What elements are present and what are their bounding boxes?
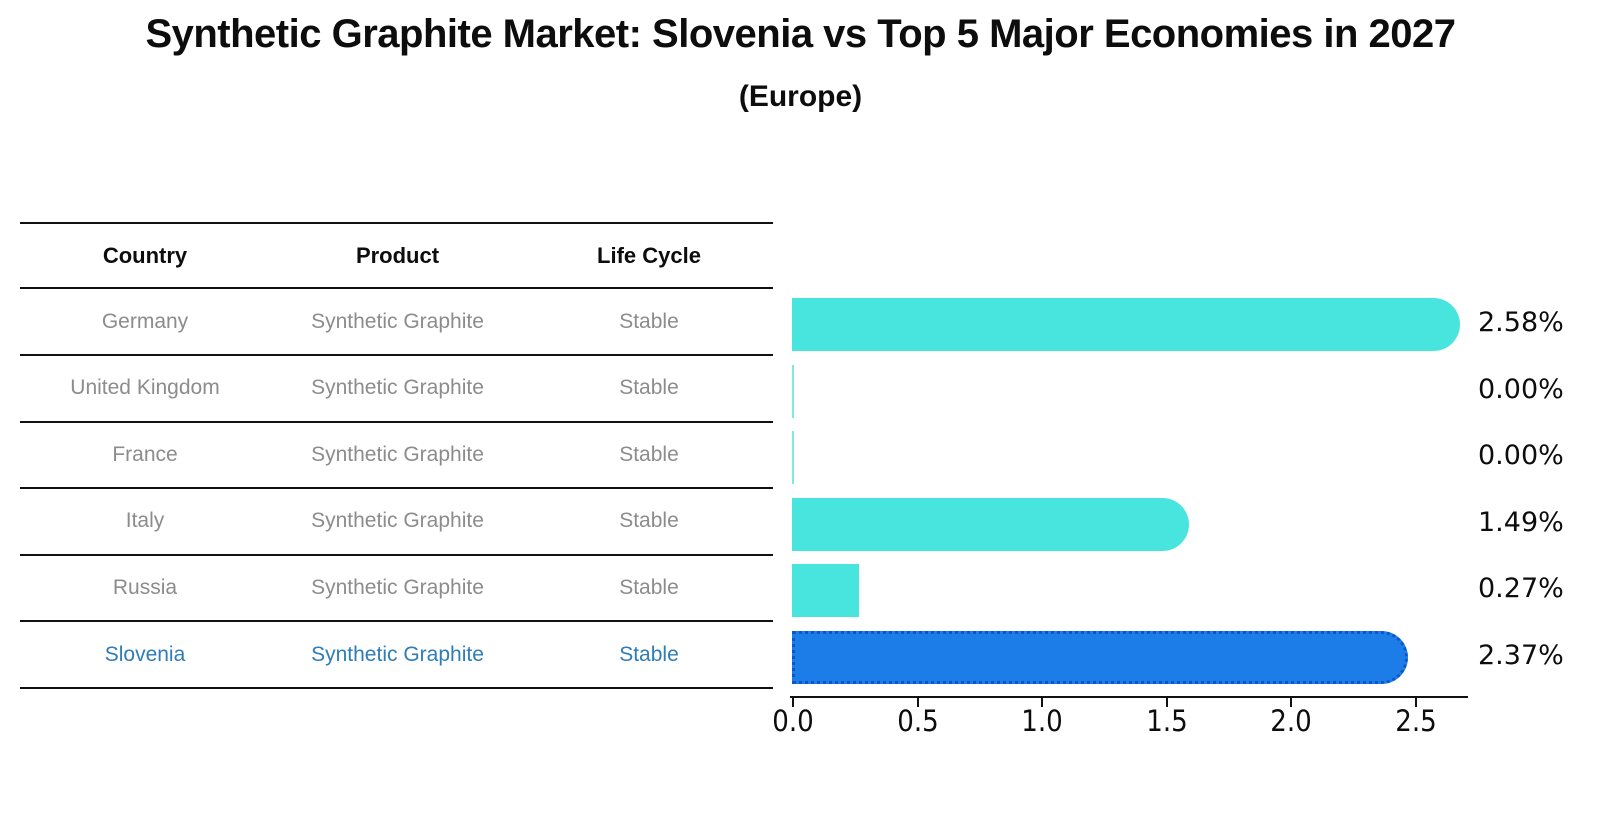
table-header-row: Country Product Life Cycle <box>20 222 773 289</box>
cell-life-cycle: Stable <box>619 575 679 599</box>
x-axis-tick <box>1415 698 1417 707</box>
bar-france <box>792 431 794 485</box>
x-axis-tick-label: 0.5 <box>896 704 939 738</box>
value-label-france: 0.00% <box>1478 440 1564 472</box>
cell-country: France <box>112 442 178 466</box>
table-row-france: France Synthetic Graphite Stable <box>20 422 773 490</box>
x-axis-tick-label: 2.0 <box>1270 704 1313 738</box>
value-label-italy: 1.49% <box>1478 506 1564 538</box>
cell-country: Slovenia <box>104 642 186 666</box>
value-label-germany: 2.58% <box>1478 307 1564 338</box>
x-axis-tick <box>916 698 919 707</box>
cell-country: United Kingdom <box>70 376 220 400</box>
x-axis-line <box>790 696 1468 698</box>
cell-life-cycle: Stable <box>619 442 679 466</box>
value-label-russia: 0.27% <box>1478 573 1564 605</box>
cell-country: Russia <box>112 575 178 599</box>
table-row-slovenia: Slovenia Synthetic Graphite Stable <box>20 622 773 689</box>
x-axis-tick <box>1165 698 1168 707</box>
cell-product: Synthetic Graphite <box>311 442 484 466</box>
chart-subtitle: (Europe) <box>738 80 863 113</box>
value-label-slovenia: 2.37% <box>1478 640 1564 671</box>
table-row-germany: Germany Synthetic Graphite Stable <box>20 289 773 356</box>
bar-united-kingdom <box>792 364 794 418</box>
cell-country: Italy <box>125 509 165 533</box>
cell-product: Synthetic Graphite <box>311 309 484 333</box>
x-axis-tick-label: 1.5 <box>1146 704 1188 738</box>
x-axis-tick <box>1290 698 1293 707</box>
value-label-united-kingdom: 0.00% <box>1478 373 1564 405</box>
cell-product: Synthetic Graphite <box>311 509 484 533</box>
x-axis-tick-label: 0.0 <box>772 704 814 738</box>
cell-country: Germany <box>101 309 189 333</box>
bar-russia <box>792 564 860 618</box>
cell-life-cycle: Stable <box>619 509 679 533</box>
table-header-life-cycle: Life Cycle <box>597 242 701 268</box>
x-axis-tick-label: 1.0 <box>1021 704 1063 738</box>
cell-product: Synthetic Graphite <box>311 642 484 666</box>
cell-life-cycle: Stable <box>619 376 679 400</box>
cell-life-cycle: Stable <box>619 642 679 666</box>
cell-product: Synthetic Graphite <box>311 575 484 599</box>
x-axis-tick <box>1041 698 1044 707</box>
bar-slovenia <box>792 631 1409 684</box>
cell-life-cycle: Stable <box>619 309 679 333</box>
table-row-italy: Italy Synthetic Graphite Stable <box>20 489 773 556</box>
cell-product: Synthetic Graphite <box>311 376 484 400</box>
x-axis-tick-label: 2.5 <box>1395 704 1437 738</box>
table-header-country: Country <box>102 242 188 268</box>
table-row-russia: Russia Synthetic Graphite Stable <box>20 555 773 623</box>
x-axis-tick <box>792 698 794 707</box>
chart-title: Synthetic Graphite Market: Slovenia vs T… <box>145 12 1456 56</box>
bar-italy <box>792 497 1189 551</box>
table-row-united-kingdom: United Kingdom Synthetic Graphite Stable <box>20 356 773 423</box>
bar-germany <box>792 298 1461 351</box>
table-header-product: Product <box>355 242 440 268</box>
